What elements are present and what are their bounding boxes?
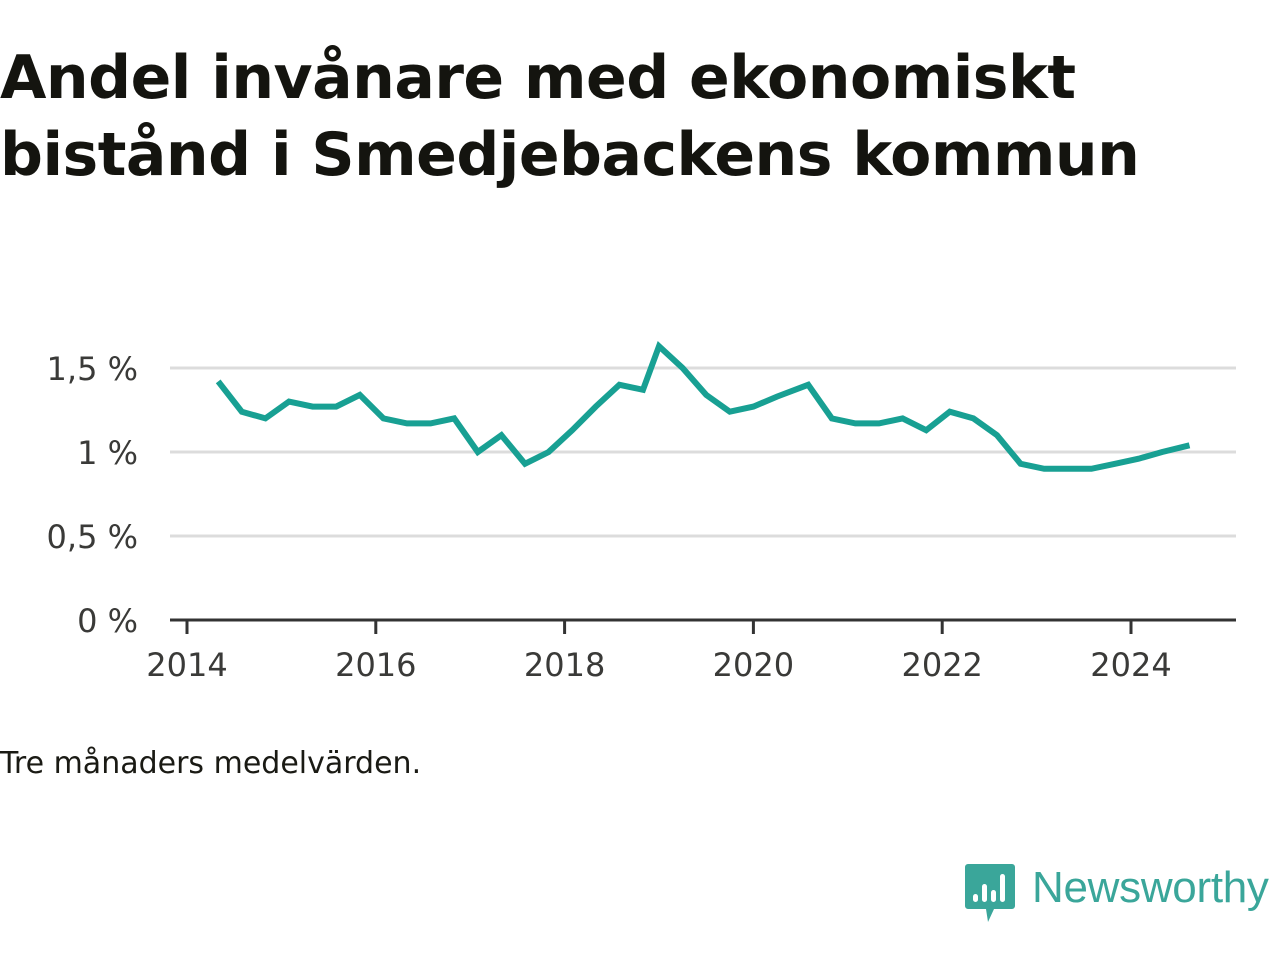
y-tick-label: 0 % bbox=[77, 602, 138, 640]
x-tick-label: 2018 bbox=[524, 646, 605, 684]
y-tick-label: 1 % bbox=[77, 434, 138, 472]
brand-name: Newsworthy bbox=[1032, 863, 1269, 912]
gridlines bbox=[170, 366, 1236, 538]
x-tick-label: 2020 bbox=[713, 646, 794, 684]
y-tick-label: 0,5 % bbox=[47, 518, 138, 556]
x-tick-label: 2022 bbox=[901, 646, 982, 684]
y-axis: 0 % 0,5 % 1 % 1,5 % bbox=[47, 350, 138, 640]
x-tick-label: 2024 bbox=[1090, 646, 1171, 684]
series-line bbox=[215, 340, 1191, 472]
newsworthy-logo[interactable]: Newsworthy bbox=[964, 862, 1269, 926]
line-chart: 0 % 0,5 % 1 % 1,5 % 2014 2016 2018 2020 2022 202… bbox=[47, 340, 1236, 684]
chart-note: Tre månaders medelvärden. bbox=[0, 746, 422, 781]
y-tick-label: 1,5 % bbox=[47, 350, 138, 388]
x-tick-label: 2014 bbox=[146, 646, 227, 684]
x-tick-label: 2016 bbox=[335, 646, 416, 684]
series-lines bbox=[215, 340, 1191, 472]
x-axis: 2014 2016 2018 2020 2022 2024 bbox=[146, 618, 1236, 684]
newsworthy-logo-icon bbox=[965, 864, 1015, 922]
chart-title: Andel invånare med ekonomiskt bistånd i … bbox=[0, 43, 1140, 190]
